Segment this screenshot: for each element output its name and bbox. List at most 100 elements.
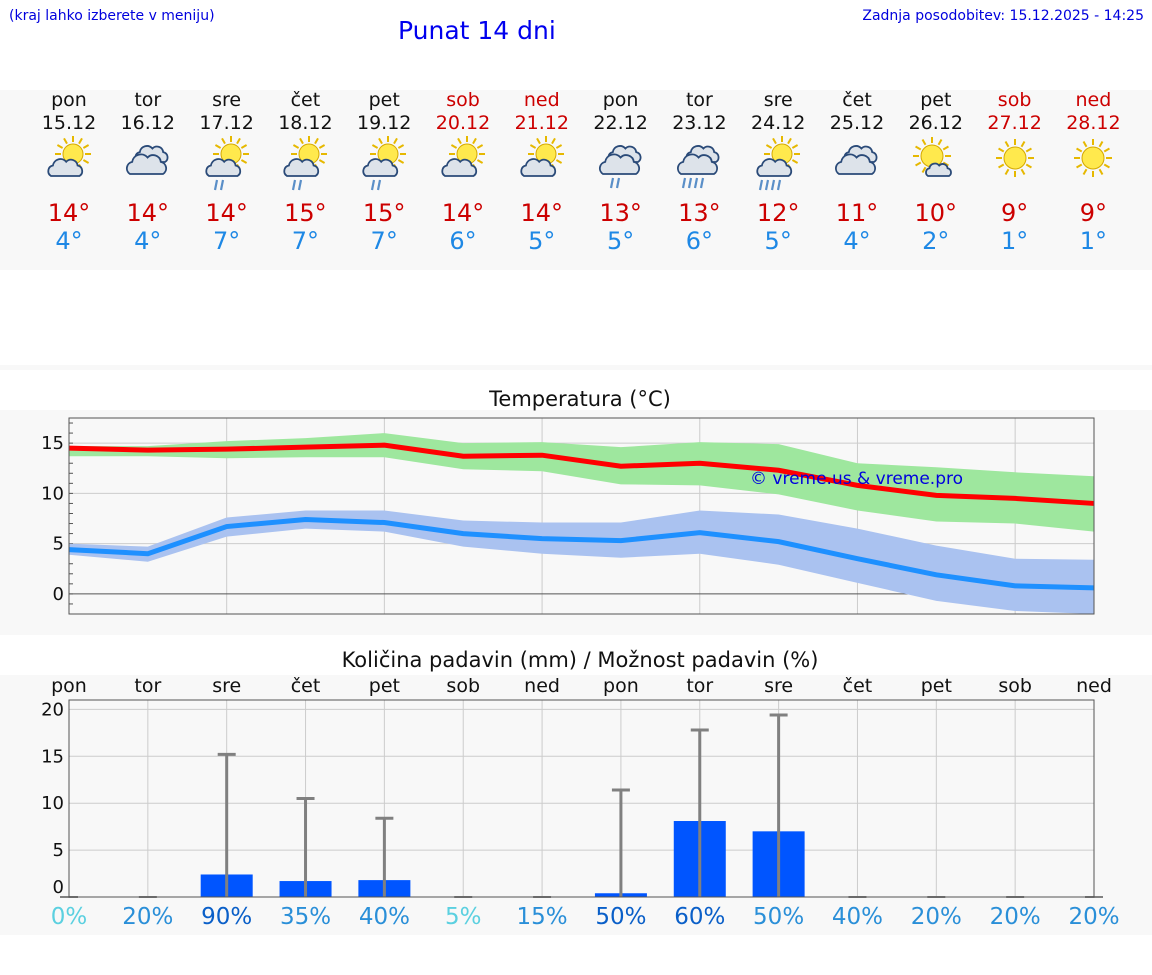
location-hint: (kraj lahko izberete v meniju)	[9, 8, 215, 24]
day-name: sob	[446, 89, 480, 111]
precip-day-label: sob	[998, 675, 1032, 697]
precip-probability: 15%	[516, 904, 568, 930]
precip-day-label: ned	[1076, 675, 1112, 697]
day-date: 25.12	[829, 112, 885, 134]
precip-y-tick: 5	[53, 840, 64, 861]
day-name: čet	[842, 89, 872, 111]
min-temp: 6°	[685, 227, 714, 255]
temperature-chart-title: Temperatura (°C)	[489, 387, 671, 411]
day-date: 26.12	[908, 112, 963, 134]
precip-probability: 60%	[674, 904, 726, 930]
precip-day-label: sre	[764, 675, 794, 697]
precip-day-label: sob	[446, 675, 481, 697]
precip-chart-title: Količina padavin (mm) / Možnost padavin …	[341, 648, 819, 672]
day-date: 18.12	[278, 112, 333, 134]
max-temp: 14°	[205, 199, 248, 227]
daily-forecast-panel	[0, 90, 1152, 270]
day-date: 28.12	[1066, 112, 1121, 134]
min-temp: 5°	[764, 227, 792, 255]
max-temp: 14°	[47, 199, 91, 227]
day-name: pet	[368, 89, 400, 111]
precip-day-label: ned	[524, 675, 560, 697]
precip-day-label: čet	[290, 675, 321, 697]
sun-cloud-icon	[510, 136, 574, 204]
day-name: sre	[763, 89, 793, 111]
day-name: pet	[920, 89, 952, 111]
day-date: 15.12	[41, 112, 97, 134]
min-temp: 4°	[134, 227, 162, 255]
min-temp: 7°	[212, 227, 241, 255]
max-temp: 14°	[126, 199, 170, 227]
min-temp: 5°	[528, 227, 556, 255]
max-temp: 9°	[1079, 199, 1108, 227]
precip-day-label: pet	[920, 675, 952, 697]
min-temp: 5°	[606, 227, 635, 255]
precip-day-label: tor	[686, 675, 714, 697]
temp-max-line	[68, 442, 1095, 506]
temp-y-tick: 0	[53, 584, 64, 605]
panel-divider	[0, 365, 1152, 370]
min-temp: 6°	[449, 227, 477, 255]
precip-probability: 40%	[358, 904, 410, 930]
precip-y-tick: 0	[53, 877, 64, 898]
last-update: Zadnja posodobitev: 15.12.2025 - 14:25	[862, 8, 1144, 24]
cloudy-rain-icon	[589, 136, 653, 204]
precip-probability: 20%	[1068, 904, 1120, 930]
precip-probability: 90%	[201, 904, 253, 930]
min-temp: 1°	[1000, 227, 1029, 255]
sun-cloud-rain-icon	[195, 136, 259, 204]
max-temp: 14°	[441, 199, 485, 227]
max-temp: 11°	[835, 199, 879, 227]
precip-probability: 40%	[831, 904, 884, 930]
precip-probability: 50%	[753, 904, 805, 930]
temp-y-tick: 10	[41, 483, 64, 504]
temp-y-tick: 15	[41, 433, 64, 454]
precip-probability: 0%	[50, 904, 88, 930]
sun-cloud-rain-icon	[352, 136, 416, 204]
min-temp: 7°	[370, 227, 398, 255]
day-date: 23.12	[672, 112, 727, 134]
max-temp: 13°	[678, 199, 721, 227]
max-temp: 15°	[284, 199, 327, 227]
sun-cloud-rain-icon	[273, 136, 337, 204]
day-name: tor	[685, 89, 713, 111]
precip-plot-area	[69, 700, 1094, 897]
temp-plot-frame	[68, 417, 1095, 615]
precip-y-tick: 10	[41, 793, 64, 814]
max-temp: 15°	[362, 199, 406, 227]
max-temp: 13°	[599, 199, 642, 227]
max-temp: 14°	[520, 199, 564, 227]
day-name: ned	[1075, 89, 1112, 111]
precip-probability: 35%	[279, 904, 332, 930]
precip-probability: 5%	[444, 904, 482, 930]
cloudy-heavy-rain-icon	[667, 136, 731, 204]
day-date: 19.12	[356, 112, 412, 134]
day-date: 27.12	[987, 112, 1042, 134]
min-temp: 2°	[922, 227, 950, 255]
cloudy-icon	[116, 136, 180, 204]
sun-icon	[983, 136, 1047, 204]
min-temp: 7°	[291, 227, 320, 255]
day-name: sob	[997, 89, 1032, 111]
precip-day-label: pet	[368, 675, 400, 697]
max-temp: 9°	[1000, 199, 1029, 227]
page-title: Punat 14 dni	[398, 16, 556, 45]
precip-y-tick: 15	[41, 746, 64, 767]
precip-probability: 50%	[595, 904, 647, 930]
day-date: 17.12	[199, 112, 254, 134]
precip-day-label: sre	[212, 675, 242, 697]
precip-plot-frame	[68, 699, 1095, 898]
day-date: 16.12	[120, 112, 175, 134]
day-date: 24.12	[750, 112, 806, 134]
sun-cloud-icon	[431, 136, 495, 204]
precip-probability: 20%	[122, 904, 174, 930]
day-date: 22.12	[593, 112, 648, 134]
day-name: sre	[212, 89, 242, 111]
temp-min-band	[69, 510, 1094, 614]
sun-cloud-heavy-rain-icon	[746, 136, 810, 204]
temp-min-line	[68, 517, 1095, 591]
precip-probability: 20%	[910, 904, 962, 930]
min-temp: 4°	[55, 227, 83, 255]
temp-max-band	[69, 433, 1094, 532]
